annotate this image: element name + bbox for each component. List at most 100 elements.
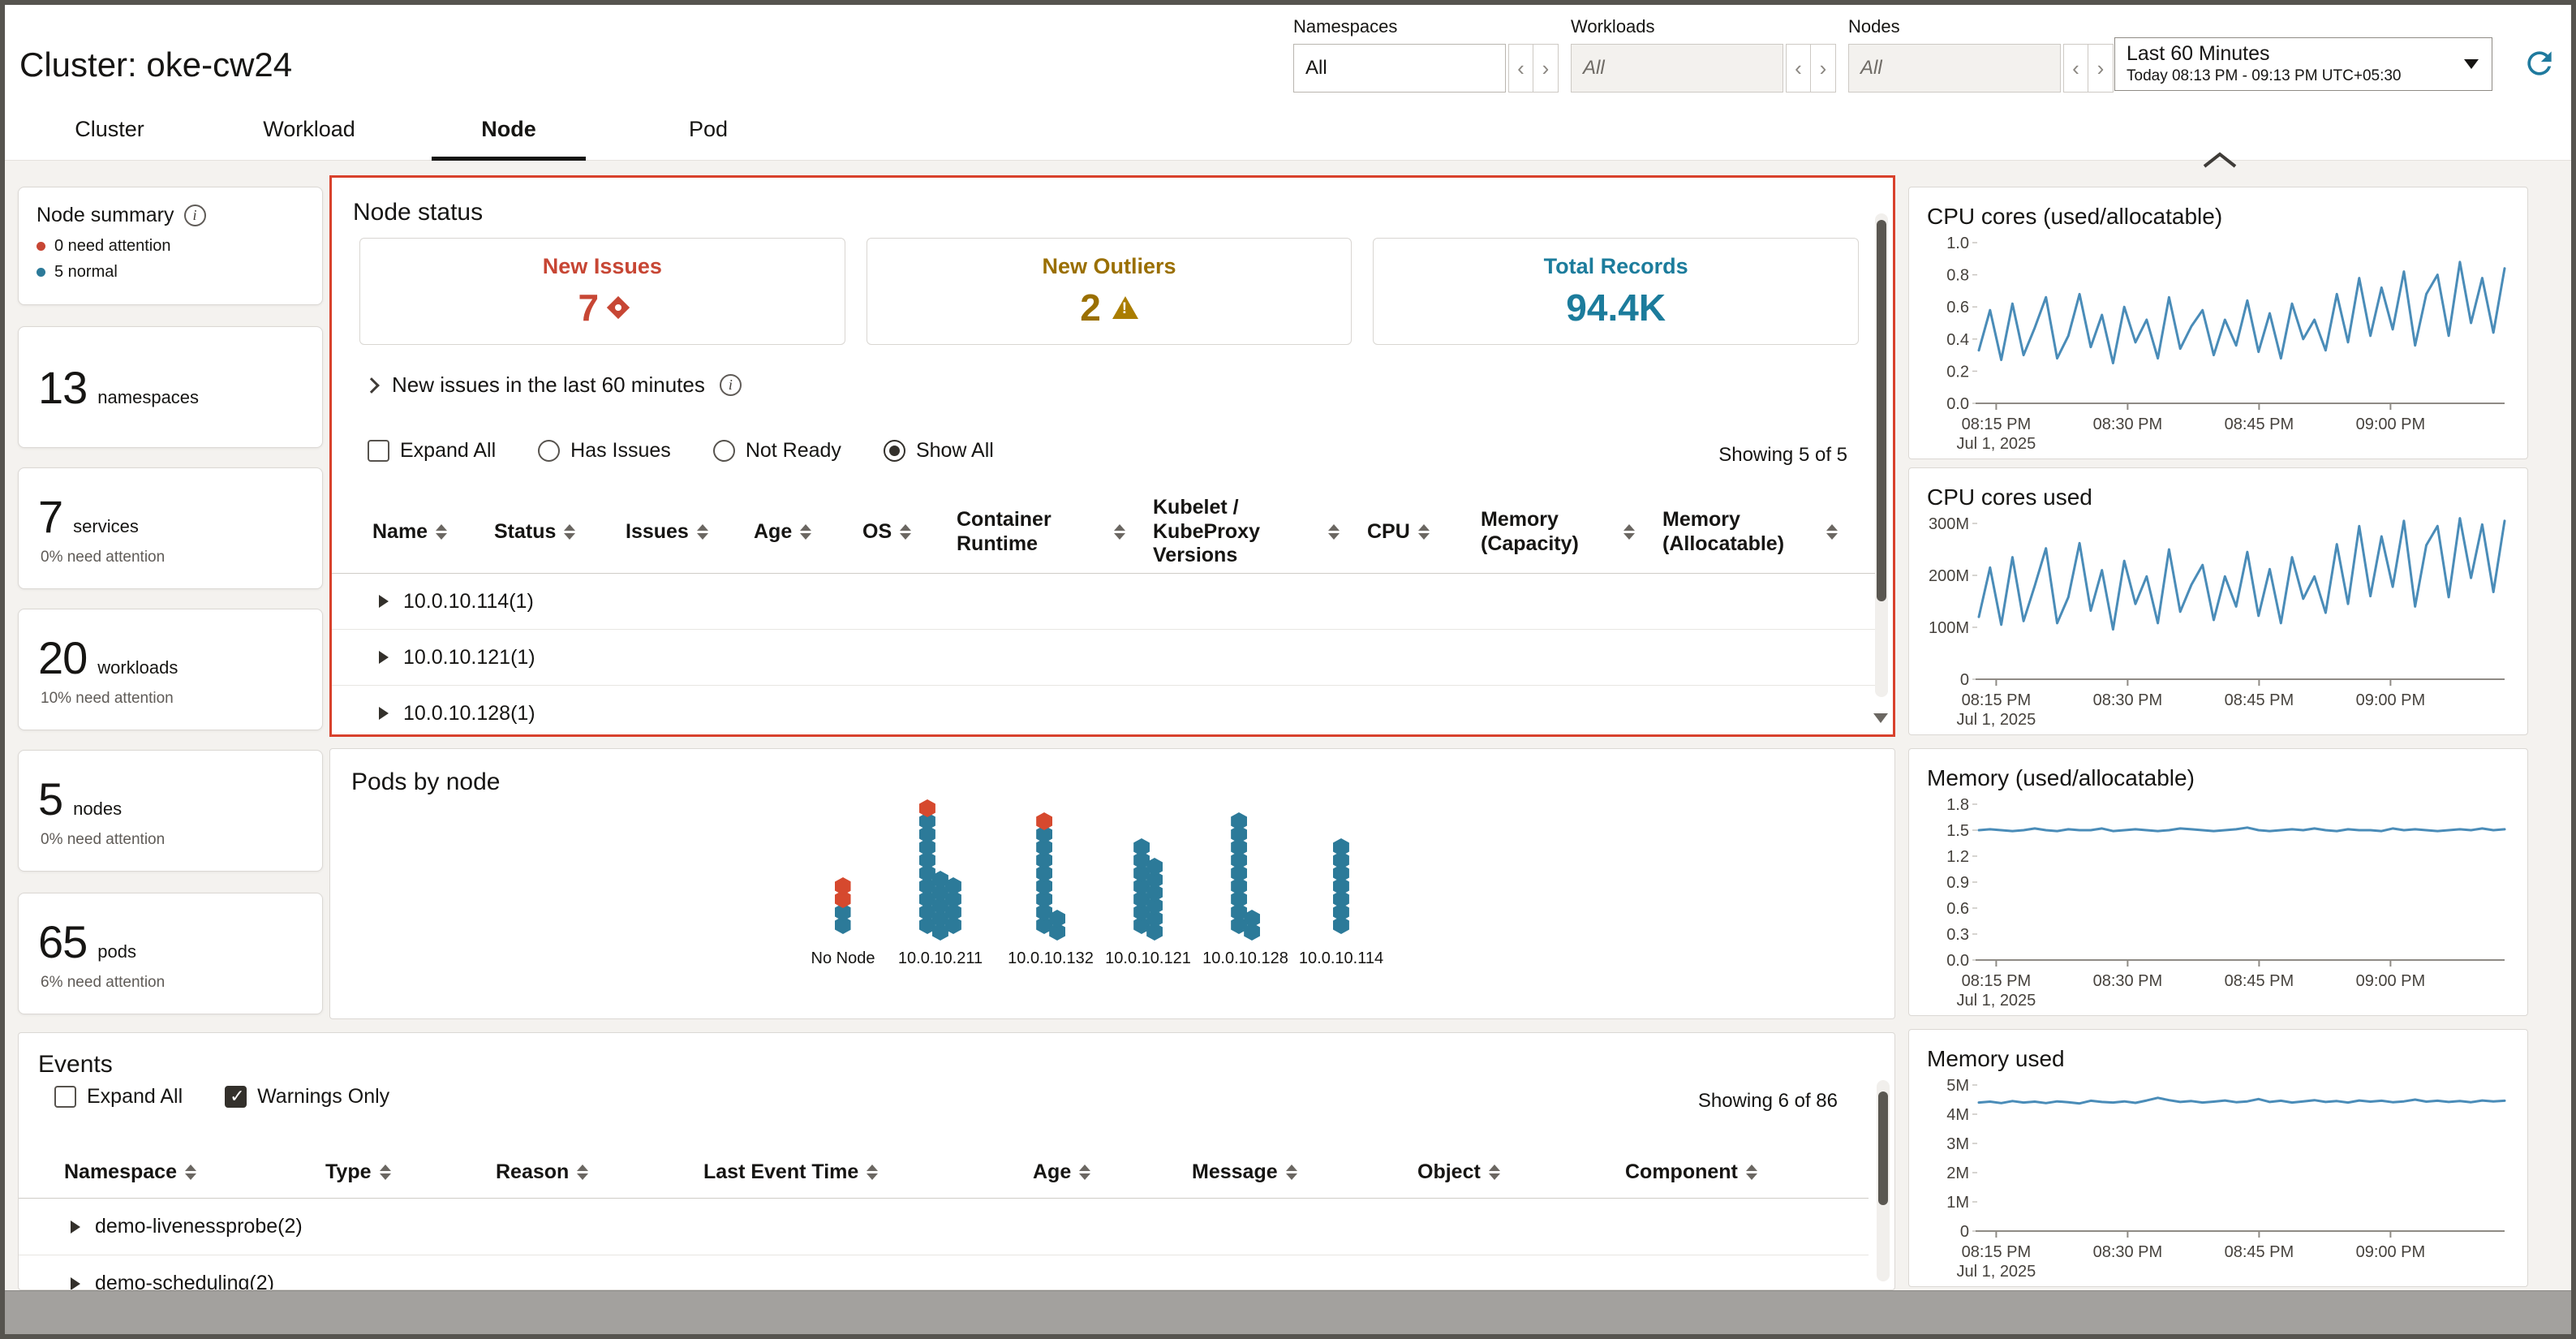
- pod-hex[interactable]: [1133, 890, 1150, 908]
- pod-hex[interactable]: [1133, 851, 1150, 869]
- sidebar-card-nodes[interactable]: 5 nodes 0% need attention: [18, 750, 323, 872]
- column-header-last-event-time[interactable]: Last Event Time: [703, 1160, 1033, 1185]
- column-header-message[interactable]: Message: [1192, 1160, 1417, 1185]
- expand-icon[interactable]: [379, 707, 389, 720]
- filter-value-box[interactable]: All: [1848, 44, 2061, 93]
- table-row[interactable]: 10.0.10.128(1): [332, 686, 1877, 734]
- pod-hex[interactable]: [1036, 812, 1052, 830]
- new-issues-card[interactable]: New Issues 7: [359, 238, 845, 345]
- expand-icon[interactable]: [71, 1220, 80, 1234]
- pod-hex[interactable]: [1036, 838, 1052, 856]
- sort-icon[interactable]: [1488, 1165, 1500, 1180]
- pod-hex[interactable]: [1244, 910, 1260, 928]
- pod-hex[interactable]: [1231, 812, 1247, 830]
- pod-hex[interactable]: [835, 877, 851, 895]
- pod-hex[interactable]: [1231, 864, 1247, 882]
- pod-hex[interactable]: [1332, 916, 1349, 934]
- pod-hex[interactable]: [944, 903, 961, 921]
- pod-hex[interactable]: [1231, 877, 1247, 895]
- sort-icon[interactable]: [1285, 1165, 1297, 1180]
- time-range-picker[interactable]: Last 60 Minutes Today 08:13 PM - 09:13 P…: [2114, 37, 2492, 91]
- column-header-component[interactable]: Component: [1625, 1160, 1869, 1185]
- table-row[interactable]: demo-scheduling(2): [19, 1255, 1869, 1289]
- sort-icon[interactable]: [1417, 524, 1430, 540]
- column-header-cpu[interactable]: CPU: [1367, 520, 1481, 545]
- pod-hex[interactable]: [918, 903, 935, 921]
- pod-hex[interactable]: [1036, 825, 1052, 843]
- warnings-only-checkbox[interactable]: [225, 1086, 247, 1108]
- pod-hex[interactable]: [1146, 871, 1163, 889]
- column-header-memory-allocatable[interactable]: Memory (Allocatable): [1662, 508, 1865, 556]
- column-header-namespace[interactable]: Namespace: [64, 1160, 325, 1185]
- pod-hex[interactable]: [918, 916, 935, 934]
- sort-icon[interactable]: [577, 1165, 589, 1180]
- sidebar-card-services[interactable]: 7 services 0% need attention: [18, 467, 323, 589]
- pod-hex[interactable]: [931, 871, 948, 889]
- table-row[interactable]: 10.0.10.114(1): [332, 574, 1877, 630]
- stepper-next-button[interactable]: ›: [2088, 44, 2114, 93]
- pod-hex[interactable]: [1332, 890, 1349, 908]
- sort-icon[interactable]: [1745, 1165, 1757, 1180]
- sort-icon[interactable]: [564, 524, 576, 540]
- pod-hex[interactable]: [918, 812, 935, 830]
- refresh-button[interactable]: [2518, 42, 2561, 84]
- node-table-scrollbar[interactable]: [1875, 213, 1888, 697]
- node-summary-card[interactable]: Node summary 0 need attention 5 normal: [18, 187, 323, 305]
- pod-hex[interactable]: [1036, 851, 1052, 869]
- pod-hex[interactable]: [918, 890, 935, 908]
- column-header-os[interactable]: OS: [862, 520, 957, 545]
- pod-hex[interactable]: [931, 910, 948, 928]
- events-scrollbar[interactable]: [1877, 1080, 1890, 1281]
- total-records-card[interactable]: Total Records 94.4K: [1373, 238, 1860, 345]
- column-header-issues[interactable]: Issues: [626, 520, 754, 545]
- pod-hex[interactable]: [918, 838, 935, 856]
- pod-hex[interactable]: [1133, 838, 1150, 856]
- pod-hex[interactable]: [1332, 903, 1349, 921]
- info-icon[interactable]: [183, 205, 206, 226]
- pod-hex[interactable]: [1036, 916, 1052, 934]
- pod-hex[interactable]: [1231, 916, 1247, 934]
- pod-hex[interactable]: [835, 916, 851, 934]
- column-header-name[interactable]: Name: [372, 520, 494, 545]
- pod-hex[interactable]: [1231, 903, 1247, 921]
- sort-icon[interactable]: [900, 524, 912, 540]
- sort-icon[interactable]: [1114, 524, 1125, 540]
- pod-hex[interactable]: [1332, 838, 1349, 856]
- sort-icon[interactable]: [696, 524, 708, 540]
- pod-hex[interactable]: [1231, 838, 1247, 856]
- pod-hex[interactable]: [918, 877, 935, 895]
- tab-pod[interactable]: Pod: [688, 117, 729, 141]
- pod-hex[interactable]: [1133, 877, 1150, 895]
- pod-hex[interactable]: [1231, 825, 1247, 843]
- sort-icon[interactable]: [379, 1165, 391, 1180]
- pod-hex[interactable]: [1244, 923, 1260, 941]
- stepper-prev-button[interactable]: ‹: [2063, 44, 2088, 93]
- sort-icon[interactable]: [436, 524, 448, 540]
- sort-icon[interactable]: [1623, 524, 1635, 540]
- sidebar-card-workloads[interactable]: 20 workloads 10% need attention: [18, 609, 323, 730]
- stepper-prev-button[interactable]: ‹: [1786, 44, 1811, 93]
- pod-hex[interactable]: [1133, 864, 1150, 882]
- pod-hex[interactable]: [931, 884, 948, 902]
- pod-hex[interactable]: [835, 903, 851, 921]
- stepper-next-button[interactable]: ›: [1533, 44, 1559, 93]
- pod-hex[interactable]: [1133, 903, 1150, 921]
- column-header-age[interactable]: Age: [1033, 1160, 1192, 1185]
- sort-icon[interactable]: [184, 1165, 196, 1180]
- column-header-container-runtime[interactable]: Container Runtime: [957, 508, 1153, 556]
- pod-hex[interactable]: [918, 851, 935, 869]
- column-header-object[interactable]: Object: [1417, 1160, 1625, 1185]
- expand-all-checkbox[interactable]: [368, 440, 389, 462]
- pod-hex[interactable]: [1332, 864, 1349, 882]
- sort-icon[interactable]: [1328, 524, 1340, 540]
- tab-node[interactable]: Node: [409, 104, 609, 161]
- pod-hex[interactable]: [1146, 923, 1163, 941]
- stepper-next-button[interactable]: ›: [1811, 44, 1836, 93]
- table-row[interactable]: demo-livenessprobe(2): [19, 1199, 1869, 1255]
- tab-cluster[interactable]: Cluster: [75, 117, 144, 141]
- pod-hex[interactable]: [1036, 877, 1052, 895]
- column-header-status[interactable]: Status: [494, 520, 626, 545]
- pod-hex[interactable]: [944, 877, 961, 895]
- radio-has-issues[interactable]: [538, 440, 561, 462]
- pod-hex[interactable]: [1332, 851, 1349, 869]
